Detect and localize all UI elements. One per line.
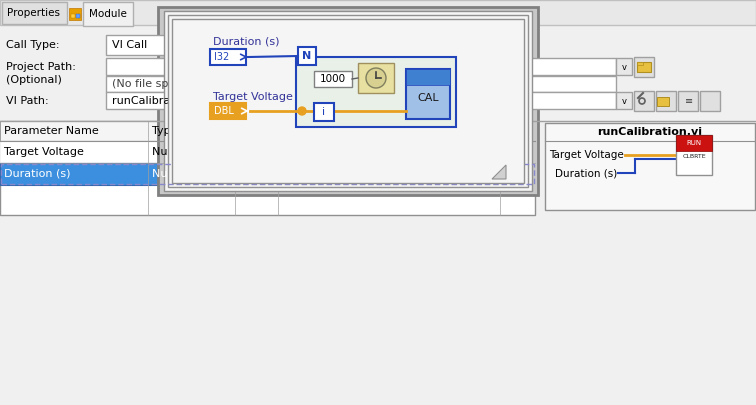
Text: Duration (s): Duration (s)	[555, 168, 617, 178]
Bar	[545, 123, 755, 210]
Bar	[406, 69, 450, 85]
Text: v: v	[621, 96, 627, 105]
Bar	[106, 58, 616, 75]
Text: (Optional): (Optional)	[6, 75, 62, 85]
Bar	[634, 91, 654, 111]
Bar	[106, 35, 261, 55]
Text: VI Path:: VI Path:	[6, 96, 48, 106]
Text: Call Type:: Call Type:	[6, 40, 60, 50]
Bar	[69, 8, 81, 20]
Text: N: N	[302, 51, 311, 61]
Text: ✓: ✓	[511, 145, 521, 158]
Text: Number (DBL): Number (DBL)	[152, 147, 231, 157]
Bar	[637, 62, 643, 65]
Bar	[164, 11, 532, 191]
Bar	[406, 69, 450, 119]
Text: i: i	[323, 107, 326, 117]
Text: I32: I32	[214, 52, 229, 62]
Text: 1000: 1000	[320, 74, 346, 84]
Text: Target Voltage: Target Voltage	[213, 92, 293, 102]
Text: RUN: RUN	[686, 140, 702, 146]
Bar	[106, 76, 616, 92]
Bar	[616, 58, 632, 75]
Bar	[678, 91, 698, 111]
Bar	[486, 167, 505, 181]
Bar	[0, 121, 535, 141]
Bar	[83, 2, 133, 26]
Text: Module: Module	[89, 9, 127, 19]
Circle shape	[298, 107, 306, 115]
Bar	[358, 63, 394, 93]
Bar	[1, 164, 534, 184]
Bar	[0, 141, 535, 163]
Circle shape	[366, 68, 386, 88]
Bar	[676, 135, 712, 175]
Text: Number (I32): Number (I32)	[152, 169, 227, 179]
Text: DBL: DBL	[214, 106, 234, 116]
Bar	[71, 14, 75, 18]
Text: f(x): f(x)	[488, 170, 502, 179]
Bar	[158, 7, 538, 195]
Text: in: in	[239, 147, 249, 157]
Bar	[314, 103, 334, 121]
Bar	[253, 35, 271, 55]
Bar	[0, 163, 535, 185]
Text: ≡: ≡	[685, 96, 693, 106]
Text: v: v	[259, 40, 265, 50]
Text: Value: Value	[282, 126, 313, 136]
Text: Target Voltage: Target Voltage	[549, 150, 624, 160]
Text: Duration (s): Duration (s)	[213, 37, 280, 47]
Bar	[486, 145, 505, 159]
Bar	[314, 71, 352, 87]
Bar	[210, 103, 246, 119]
Text: Properties: Properties	[8, 8, 60, 18]
Bar	[76, 14, 80, 18]
Text: Target Voltage: Target Voltage	[4, 147, 84, 157]
Text: CAL: CAL	[417, 93, 438, 103]
Bar	[168, 15, 528, 187]
Bar	[700, 91, 720, 111]
Bar	[106, 92, 616, 109]
Text: (No file specified): (No file specified)	[112, 79, 210, 89]
Bar	[676, 135, 712, 151]
Bar	[637, 62, 651, 72]
Text: Locals.CalibrationConfig.Voltage: Locals.CalibrationConfig.Voltage	[282, 147, 463, 157]
Bar	[210, 49, 246, 65]
Text: CLBRTE: CLBRTE	[682, 154, 706, 160]
Text: Locals.CalibrationConfig.Duration: Locals.CalibrationConfig.Duration	[282, 169, 469, 179]
Text: VI Call: VI Call	[112, 40, 147, 50]
Bar	[2, 2, 67, 24]
Text: runCalibration.vi: runCalibration.vi	[597, 127, 702, 137]
Text: Parameter Name: Parameter Name	[4, 126, 99, 136]
Bar	[616, 92, 632, 109]
Text: in: in	[239, 169, 249, 179]
Text: v: v	[621, 62, 627, 72]
Bar	[0, 0, 756, 25]
Text: In/Out: In/Out	[239, 126, 274, 136]
Bar	[0, 121, 535, 215]
Bar	[634, 57, 654, 77]
Text: Duration (s): Duration (s)	[4, 169, 70, 179]
Text: f(x): f(x)	[488, 147, 502, 156]
Polygon shape	[492, 165, 506, 179]
Bar	[298, 47, 316, 65]
Text: Type: Type	[152, 126, 178, 136]
Bar	[657, 97, 669, 106]
Bar	[172, 19, 524, 183]
Text: Project Path:: Project Path:	[6, 62, 76, 72]
Text: runCalibration.vi: runCalibration.vi	[112, 96, 205, 106]
Text: ✓: ✓	[511, 168, 521, 181]
Bar	[656, 91, 676, 111]
Bar	[296, 57, 456, 127]
